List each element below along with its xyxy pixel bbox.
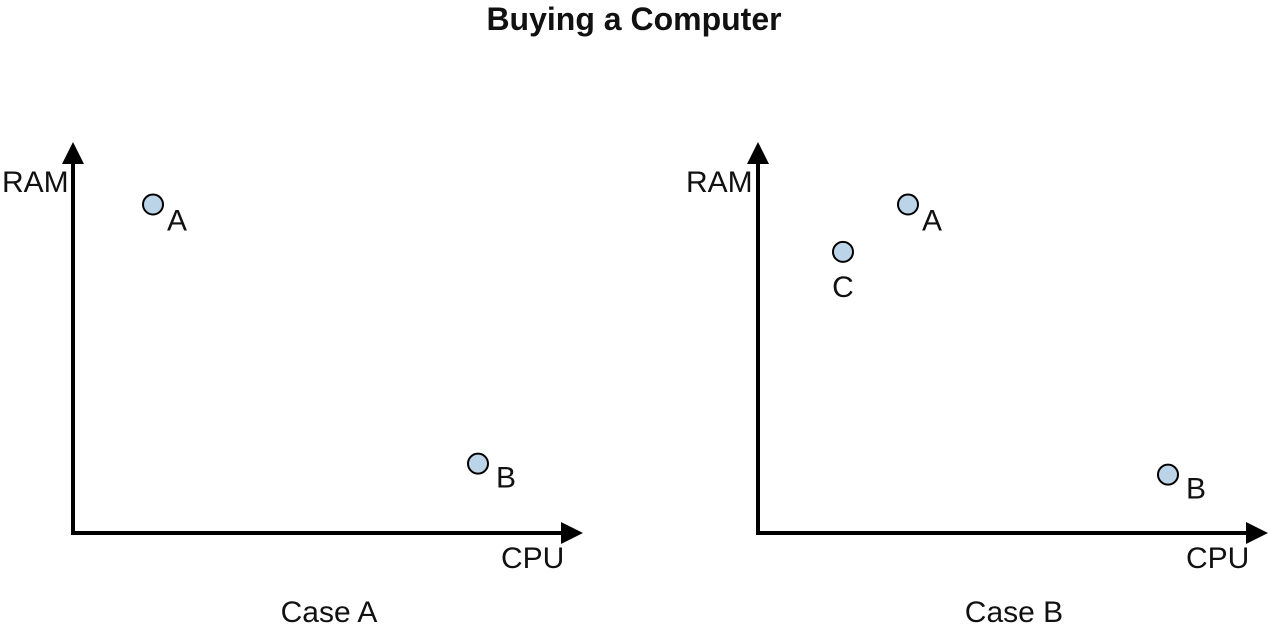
point-b bbox=[467, 452, 489, 475]
y-axis-label: RAM bbox=[686, 166, 753, 199]
points-layer: AB bbox=[142, 193, 516, 495]
panel-case-a: RAM CPU Case A AB bbox=[2, 142, 583, 629]
point-a bbox=[142, 193, 164, 216]
y-axis-arrow-icon bbox=[747, 142, 769, 164]
x-axis-arrow-icon bbox=[1246, 522, 1268, 544]
point-label-a: A bbox=[922, 205, 942, 238]
y-axis-arrow-icon bbox=[62, 142, 84, 164]
panel-caption: Case B bbox=[965, 596, 1063, 629]
point-label-c: C bbox=[832, 271, 854, 304]
x-axis-arrow-icon bbox=[561, 522, 583, 544]
point-b bbox=[1157, 463, 1179, 486]
point-label-b: B bbox=[1186, 473, 1206, 506]
panel-caption: Case A bbox=[281, 596, 378, 629]
point-label-a: A bbox=[167, 205, 187, 238]
x-axis-label: CPU bbox=[501, 542, 564, 575]
x-axis-label: CPU bbox=[1186, 542, 1249, 575]
point-c bbox=[832, 240, 854, 263]
panel-case-b: RAM CPU Case B A C B bbox=[686, 142, 1268, 629]
diagram-title: Buying a Computer bbox=[486, 1, 781, 37]
point-label-b: B bbox=[496, 462, 516, 495]
point-a bbox=[897, 193, 919, 216]
points-layer: A C B bbox=[832, 193, 1206, 506]
y-axis-label: RAM bbox=[2, 166, 69, 199]
